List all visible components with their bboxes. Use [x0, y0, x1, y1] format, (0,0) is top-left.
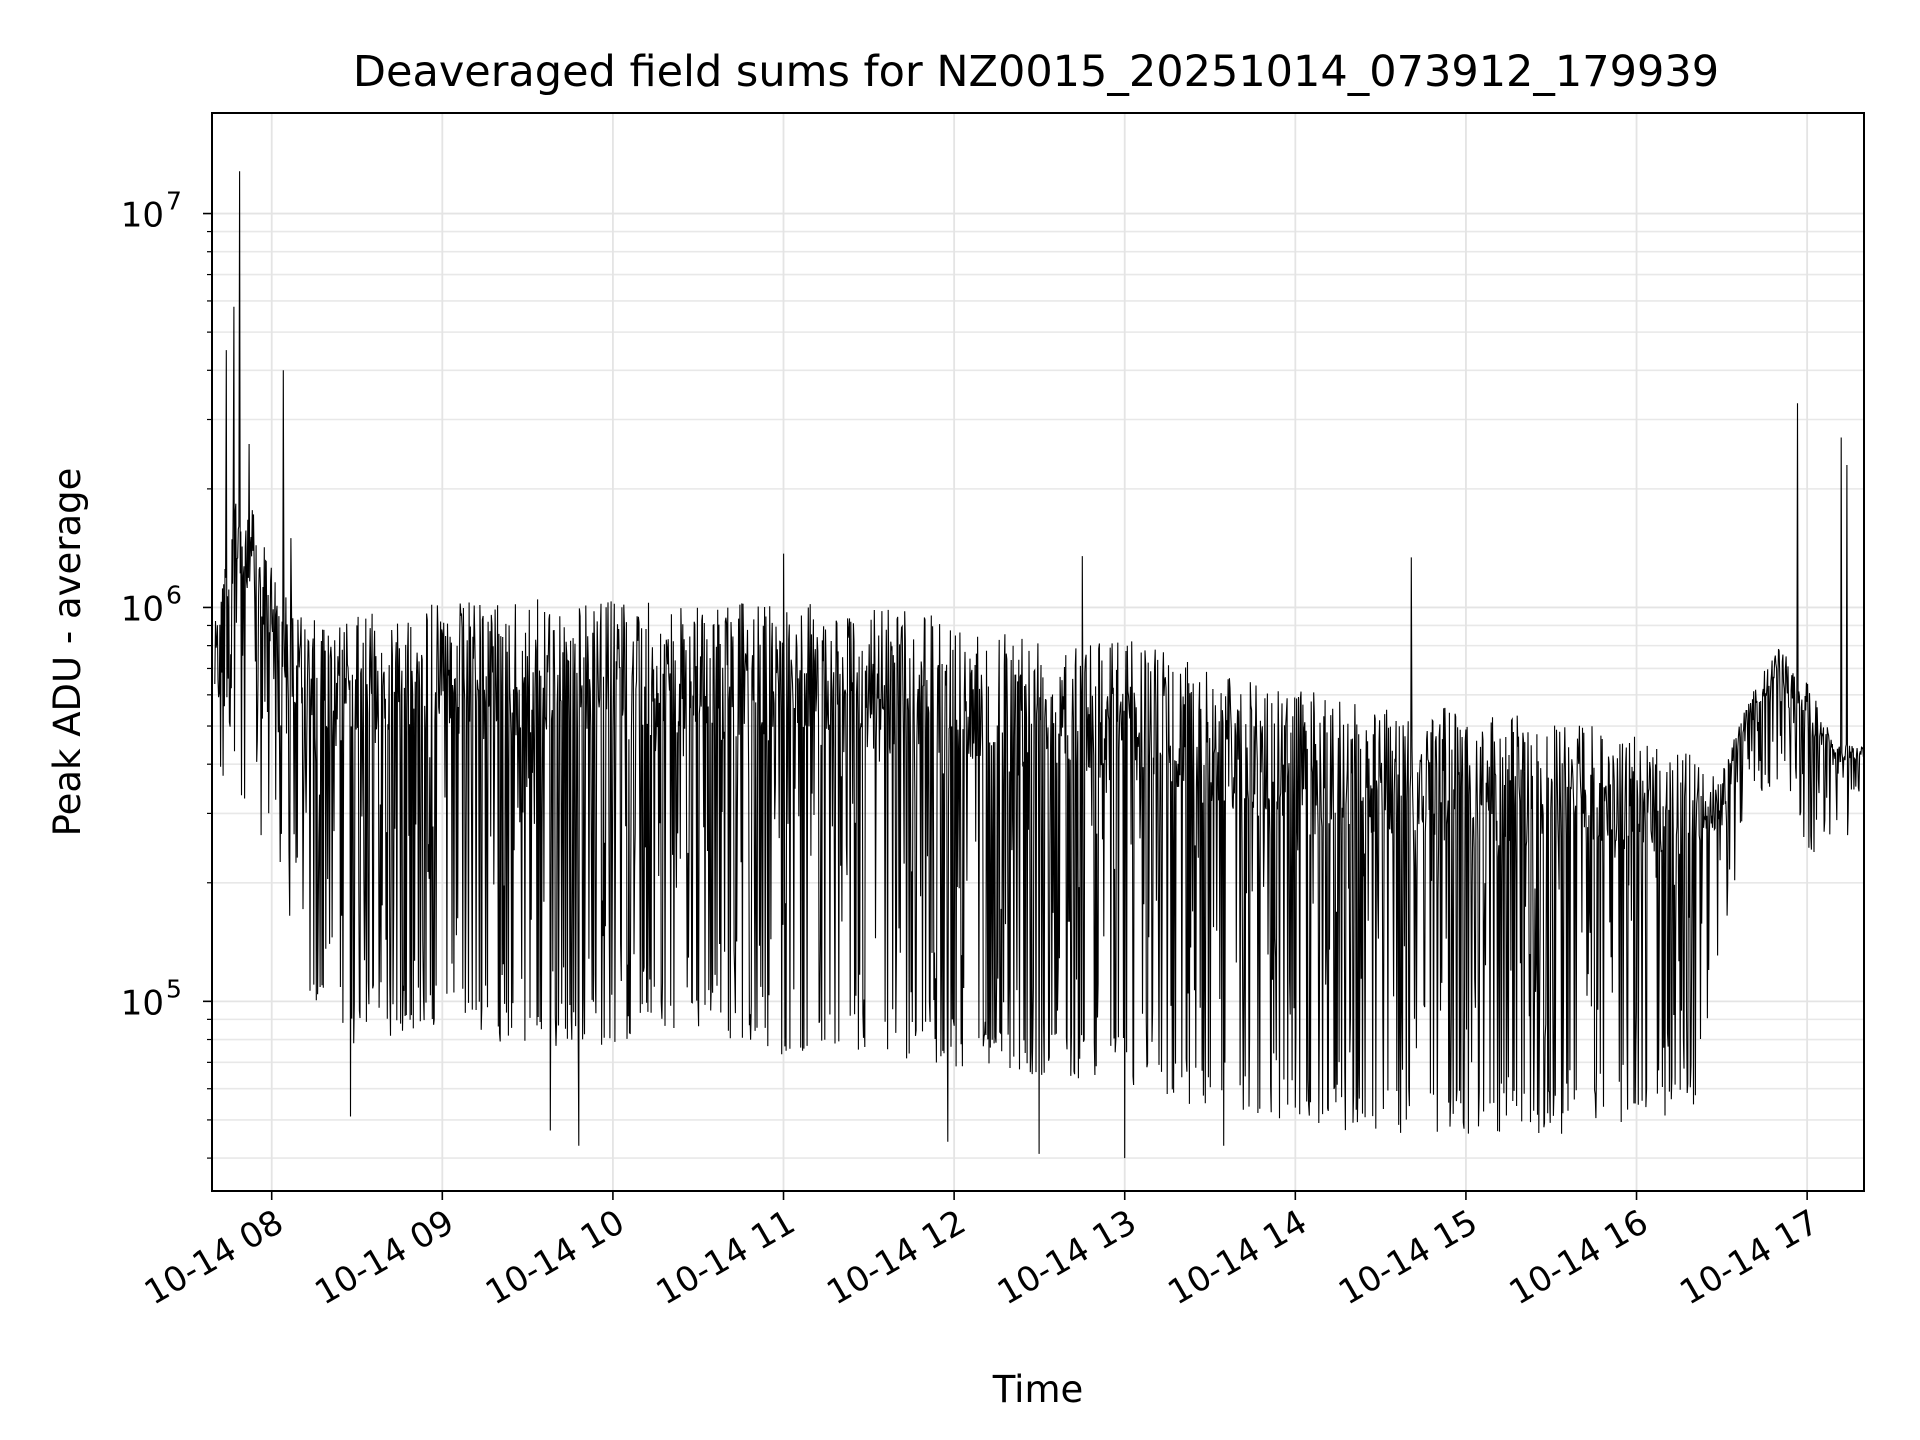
x-axis-label: Time — [992, 1368, 1084, 1411]
y-tick-exponent: 5 — [166, 974, 182, 1003]
axes-frame — [211, 112, 1865, 1192]
y-tick-exponent: 6 — [166, 580, 182, 609]
y-tick-label: 10 — [121, 983, 164, 1023]
series-line — [214, 171, 1864, 1159]
chart-title: Deaveraged field sums for NZ0015_2025101… — [353, 47, 1719, 97]
y-tick-label: 10 — [121, 589, 164, 629]
y-axis-label: Peak ADU - average — [46, 468, 89, 837]
plot-area — [214, 171, 1864, 1159]
y-tick-exponent: 7 — [166, 187, 182, 216]
y-tick-label: 10 — [121, 196, 164, 236]
